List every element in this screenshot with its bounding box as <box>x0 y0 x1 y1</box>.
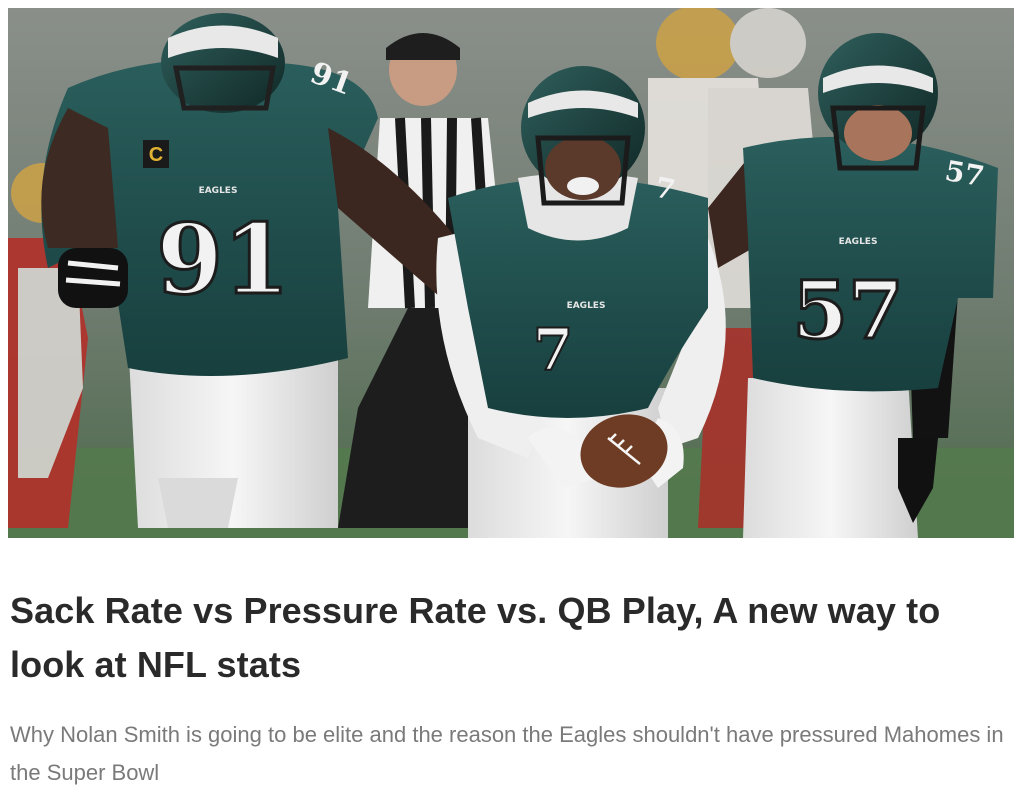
team-wordmark-7: EAGLES <box>567 301 606 311</box>
jersey-number-57: 57 <box>792 263 903 357</box>
shoulder-number-57: 57 <box>943 154 987 193</box>
article-title[interactable]: Sack Rate vs Pressure Rate vs. QB Play, … <box>10 590 941 685</box>
jersey-number-7: 7 <box>533 316 573 384</box>
hero-photo-illustration: C EAGLES 91 91 EAGLES 7 7 <box>8 8 1014 538</box>
player-57: EAGLES 57 57 <box>708 33 998 538</box>
team-wordmark-57: EAGLES <box>839 237 878 247</box>
team-wordmark-91: EAGLES <box>199 186 238 196</box>
player-91: C EAGLES 91 91 <box>41 13 548 528</box>
article-subtitle: Why Nolan Smith is going to be elite and… <box>10 722 1004 785</box>
captain-patch: C <box>149 144 163 166</box>
jersey-number-91: 91 <box>156 203 290 316</box>
hero-image[interactable]: C EAGLES 91 91 EAGLES 7 7 <box>8 8 1014 538</box>
player-7: EAGLES 7 7 <box>436 66 726 538</box>
